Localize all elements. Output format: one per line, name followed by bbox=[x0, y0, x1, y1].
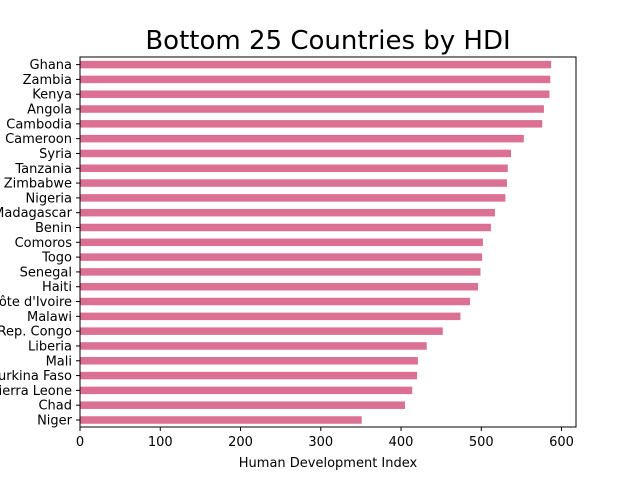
plot-frame bbox=[79, 56, 577, 428]
x-axis-ticks: 0 100 200 300 400 500 600 bbox=[76, 427, 574, 450]
bar-madagascar bbox=[80, 208, 495, 217]
x-tick-label: 600 bbox=[549, 435, 574, 450]
y-tick-label: Haiti bbox=[42, 280, 72, 295]
bar-malawi bbox=[80, 312, 461, 321]
x-tick-label: 0 bbox=[76, 435, 84, 450]
bar-nigeria bbox=[80, 194, 506, 202]
bar-kenya bbox=[80, 90, 550, 98]
x-axis-label: Human Development Index bbox=[239, 456, 418, 471]
y-tick-label: Zimbabwe bbox=[4, 177, 72, 192]
bar-burkina-faso bbox=[80, 371, 418, 380]
bar-niger bbox=[80, 416, 362, 424]
y-tick-label: Cambodia bbox=[6, 117, 72, 132]
y-tick-label: Senegal bbox=[20, 265, 72, 280]
bar-cambodia bbox=[80, 120, 543, 128]
x-tick-label: 300 bbox=[308, 435, 333, 450]
bar-benin bbox=[80, 223, 491, 232]
bar-sierra-leone bbox=[80, 386, 413, 395]
bar-haiti bbox=[80, 282, 479, 291]
bar-zambia bbox=[80, 75, 551, 84]
y-tick-label: Syria bbox=[39, 147, 72, 162]
y-tick-label: Côte d'Ivoire bbox=[0, 295, 72, 310]
y-tick-label: Dem. Rep. Congo bbox=[0, 325, 72, 340]
y-tick-label: Chad bbox=[38, 399, 72, 414]
y-tick-label: Nigeria bbox=[25, 191, 72, 206]
y-tick-label: Sierra Leone bbox=[0, 384, 72, 399]
category-labels: GhanaZambiaKenyaAngolaCambodiaCameroonSy… bbox=[0, 58, 80, 429]
y-tick-label: Benin bbox=[35, 221, 72, 236]
bar-chad bbox=[80, 401, 406, 409]
bar-togo bbox=[80, 253, 483, 261]
bar-tanzania bbox=[80, 164, 508, 173]
y-tick-label: Angola bbox=[27, 103, 72, 118]
bar-zimbabwe bbox=[80, 179, 507, 187]
y-tick-label: Togo bbox=[41, 251, 72, 266]
bar-comoros bbox=[80, 238, 483, 247]
bar-group bbox=[80, 60, 552, 424]
y-tick-label: Liberia bbox=[28, 339, 72, 354]
bar-mali bbox=[80, 357, 418, 365]
bar-angola bbox=[80, 105, 544, 113]
y-tick-label: Niger bbox=[37, 414, 73, 429]
x-tick-label: 400 bbox=[389, 435, 414, 450]
bar-syria bbox=[80, 149, 511, 158]
y-tick-label: Tanzania bbox=[14, 162, 72, 177]
bar-ghana bbox=[80, 60, 552, 69]
y-tick-label: Comoros bbox=[15, 236, 73, 251]
bar-dem-rep-congo bbox=[80, 327, 443, 335]
y-tick-label: Zambia bbox=[23, 73, 72, 88]
x-tick-label: 200 bbox=[228, 435, 253, 450]
x-tick-label: 100 bbox=[148, 435, 173, 450]
y-tick-label: Burkina Faso bbox=[0, 369, 72, 384]
bar-c-te-d-ivoire bbox=[80, 297, 471, 306]
bar-senegal bbox=[80, 268, 481, 276]
bar-liberia bbox=[80, 342, 427, 350]
chart-title: Bottom 25 Countries by HDI bbox=[145, 26, 510, 56]
y-tick-label: Ghana bbox=[30, 58, 73, 73]
y-tick-label: Malawi bbox=[27, 310, 72, 325]
x-tick-label: 500 bbox=[469, 435, 494, 450]
y-tick-label: Madagascar bbox=[0, 206, 73, 221]
bar-cameroon bbox=[80, 134, 524, 143]
y-tick-label: Kenya bbox=[32, 88, 72, 103]
y-tick-label: Cameroon bbox=[5, 132, 72, 147]
y-tick-label: Mali bbox=[46, 354, 72, 369]
